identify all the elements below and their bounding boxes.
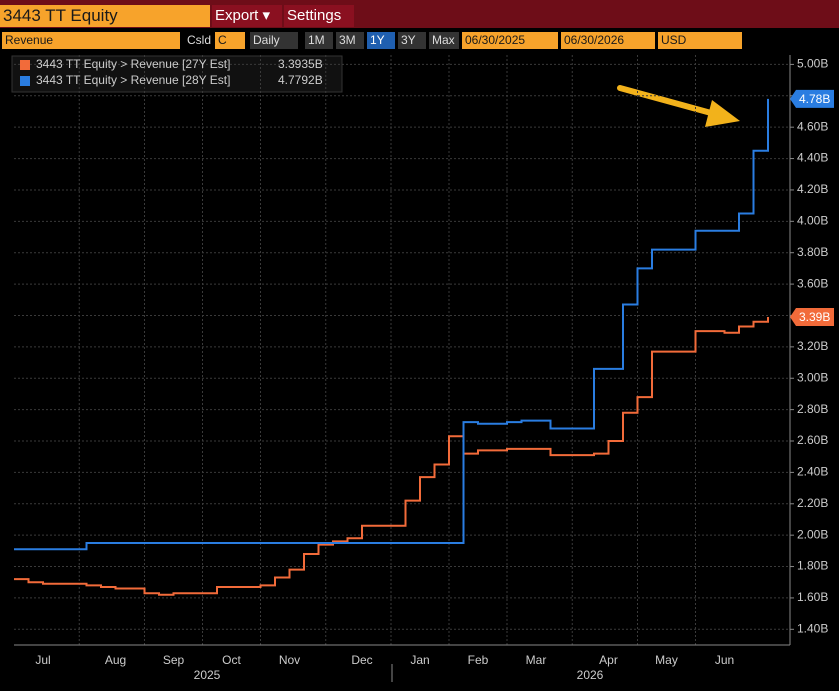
legend-box bbox=[11, 55, 343, 93]
currency-select[interactable]: USD bbox=[658, 32, 742, 49]
ticker-field[interactable]: 3443 TT Equity bbox=[0, 5, 210, 27]
y-tick-label: 3.80B bbox=[797, 245, 828, 259]
last-value-label: 4.78B bbox=[799, 92, 830, 106]
top-bar: 3443 TT Equity Export ▾ Settings bbox=[0, 0, 839, 28]
range-button[interactable]: 1Y bbox=[367, 32, 395, 49]
last-value-tag bbox=[790, 89, 834, 108]
x-tick-label: Aug bbox=[105, 653, 126, 667]
range-button[interactable]: Max bbox=[429, 32, 459, 49]
grid bbox=[14, 55, 790, 645]
x-tick-label: Jun bbox=[715, 653, 734, 667]
y-tick-label: 2.40B bbox=[797, 465, 828, 479]
y-tick-label: 3.60B bbox=[797, 276, 828, 290]
x-tick-label: May bbox=[655, 653, 678, 667]
legend-label: 3443 TT Equity > Revenue [27Y Est] bbox=[36, 57, 230, 71]
x-tick-label: Sep bbox=[163, 653, 185, 667]
range-button[interactable]: 1M bbox=[305, 32, 333, 49]
x-tick-label: Jul bbox=[35, 653, 50, 667]
range-button[interactable]: 3Y bbox=[398, 32, 426, 49]
settings-menu[interactable]: Settings bbox=[284, 5, 354, 27]
legend-label: 3443 TT Equity > Revenue [28Y Est] bbox=[36, 73, 230, 87]
range-button[interactable]: 3M bbox=[336, 32, 364, 49]
basis-label: Csld bbox=[187, 33, 212, 47]
last-value-tag bbox=[790, 308, 834, 327]
y-tick-label: 2.00B bbox=[797, 527, 828, 541]
y-tick-label: 4.60B bbox=[797, 119, 828, 133]
y-tick-label: 5.00B bbox=[797, 57, 828, 71]
year-label: 2025 bbox=[194, 668, 221, 682]
year-label: 2026 bbox=[577, 668, 604, 682]
y-tick-label: 4.40B bbox=[797, 151, 828, 165]
period-select[interactable]: Daily bbox=[250, 32, 298, 49]
last-value-label: 3.39B bbox=[799, 310, 830, 324]
start-date[interactable]: 06/30/2025 bbox=[462, 32, 558, 49]
y-tick-label: 1.80B bbox=[797, 559, 828, 573]
y-tick-label: 2.20B bbox=[797, 496, 828, 510]
y-tick-label: 2.60B bbox=[797, 433, 828, 447]
x-tick-label: Oct bbox=[222, 653, 241, 667]
legend-swatch bbox=[20, 60, 30, 70]
y-tick-label: 4.00B bbox=[797, 214, 828, 228]
legend-swatch bbox=[20, 76, 30, 86]
series-line bbox=[14, 317, 769, 596]
x-tick-label: Dec bbox=[351, 653, 372, 667]
y-tick-label: 3.20B bbox=[797, 339, 828, 353]
x-tick-label: Apr bbox=[599, 653, 618, 667]
y-tick-label: 2.80B bbox=[797, 402, 828, 416]
x-tick-label: Mar bbox=[526, 653, 547, 667]
basis-select[interactable]: C bbox=[215, 32, 245, 49]
series-line bbox=[14, 98, 769, 551]
x-tick-label: Feb bbox=[468, 653, 489, 667]
control-bar: Revenue Csld C Daily 1M 3M 1Y 3Y Max 06/30/2… bbox=[0, 31, 839, 50]
y-tick-label: 1.60B bbox=[797, 590, 828, 604]
chart: 1.40B 1.60B 1.80B 2.00B 2.20B 2.40B 2.60B 2.80B… bbox=[11, 55, 834, 682]
y-tick-label: 3.00B bbox=[797, 370, 828, 384]
end-date[interactable]: 06/30/2026 bbox=[561, 32, 655, 49]
legend-value: 4.7792B bbox=[278, 73, 323, 87]
y-tick-label: 1.40B bbox=[797, 621, 828, 635]
x-tick-label: Nov bbox=[279, 653, 300, 667]
field-input[interactable]: Revenue bbox=[2, 32, 180, 49]
x-tick-label: Jan bbox=[410, 653, 429, 667]
legend-value: 3.3935B bbox=[278, 57, 323, 71]
export-menu[interactable]: Export ▾ bbox=[212, 5, 282, 27]
y-tick-label: 4.20B bbox=[797, 182, 828, 196]
